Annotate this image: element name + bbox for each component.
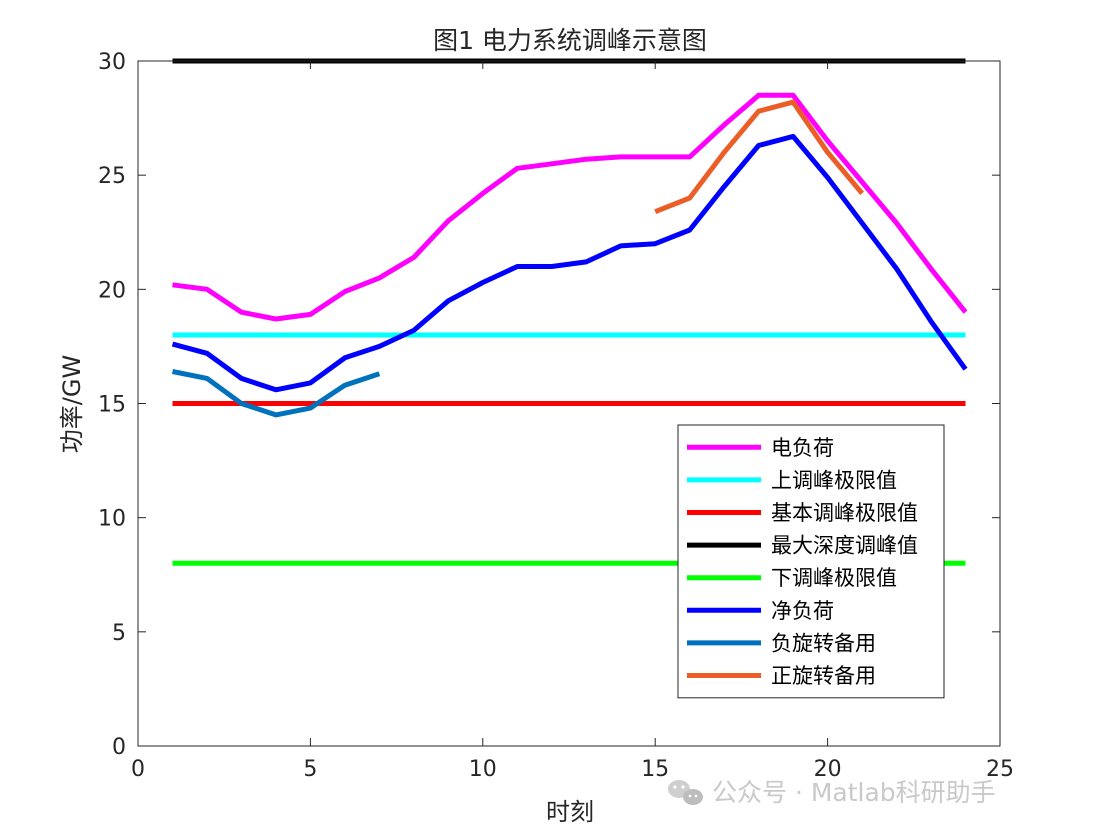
legend-label: 下调峰极限值 (771, 566, 897, 590)
watermark: 公众号 · Matlab科研助手 (668, 778, 996, 807)
legend-label: 基本调峰极限值 (771, 501, 918, 525)
y-tick-label: 20 (98, 278, 126, 303)
x-tick-label: 0 (131, 757, 145, 782)
series-line-6 (171, 133, 968, 393)
x-axis-label: 时刻 (546, 798, 594, 826)
legend-label: 净负荷 (771, 599, 834, 623)
x-tick-label: 15 (641, 757, 669, 782)
y-tick-label: 15 (98, 393, 126, 418)
watermark-text: 公众号 · Matlab科研助手 (712, 778, 996, 807)
legend-label: 上调峰极限值 (771, 468, 897, 492)
y-tick-label: 5 (112, 621, 126, 646)
series-line-7 (172, 369, 381, 418)
legend: 电负荷上调峰极限值基本调峰极限值最大深度调峰值下调峰极限值净负荷负旋转备用正旋转… (677, 424, 945, 699)
x-tick-label: 20 (814, 757, 842, 782)
wechat-icon (668, 780, 703, 805)
y-axis-label: 功率/GW (58, 355, 86, 453)
legend-label: 电负荷 (771, 436, 834, 460)
legend-label: 负旋转备用 (771, 631, 876, 655)
y-tick-label: 25 (98, 164, 126, 189)
y-tick-label: 0 (112, 735, 126, 760)
y-tick-label: 30 (98, 50, 126, 75)
y-tick-label: 10 (98, 507, 126, 532)
chart-title: 图1 电力系统调峰示意图 (433, 26, 707, 55)
x-tick-label: 5 (303, 757, 317, 782)
x-tick-label: 25 (986, 757, 1014, 782)
series-line-1 (172, 92, 968, 322)
legend-label: 正旋转备用 (771, 664, 876, 688)
x-tick-label: 10 (469, 757, 497, 782)
series-line-8 (654, 99, 865, 215)
legend-label: 最大深度调峰值 (771, 534, 918, 558)
legend-box (677, 424, 945, 699)
